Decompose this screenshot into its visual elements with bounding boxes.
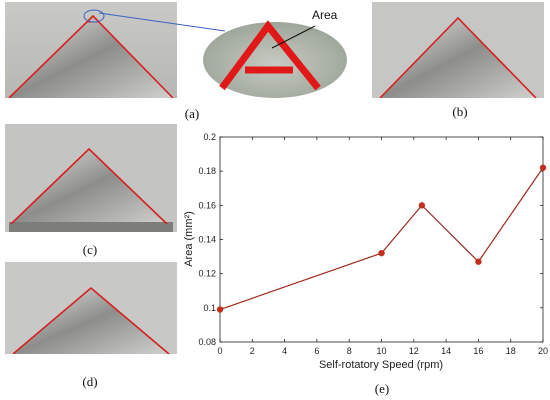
photo-panel-b	[372, 2, 544, 98]
plot-frame	[219, 136, 544, 343]
data-point	[418, 202, 426, 209]
y-tick-label: 0.08	[198, 337, 216, 347]
x-tick-label: 10	[376, 346, 386, 356]
x-tick-label: 16	[473, 346, 483, 356]
x-tick-label: 0	[217, 346, 222, 356]
cone-image-a	[5, 2, 177, 98]
x-axis-label: Self-rotatory Speed (rpm)	[319, 359, 443, 371]
zoom-inset	[200, 8, 350, 98]
panel-label-e: (e)	[374, 381, 390, 396]
cone-image-c	[5, 124, 177, 232]
chart-axes: 0 2 4 6 8 10 12 14 16 18 20 0.08 0.1 0.12 0.14 0.16 0.18…	[198, 132, 548, 356]
x-tick-label: 18	[506, 346, 516, 356]
series-line	[219, 167, 544, 311]
x-tick-label: 14	[441, 346, 451, 356]
cone-image-d	[5, 262, 177, 354]
area-vs-speed-chart: 0 2 4 6 8 10 12 14 16 18 20 0.08 0.1 0.12 0.14 0.16 0.18…	[183, 132, 548, 371]
y-axis-label: Area (mm²)	[183, 211, 195, 267]
y-tick-label: 0.16	[198, 200, 216, 210]
y-tick-label: 0.2	[203, 132, 216, 142]
panel-label-b: (b)	[452, 104, 468, 119]
y-tick-label: 0.18	[198, 166, 216, 176]
x-tick-label: 4	[282, 346, 287, 356]
cone-image-b	[372, 2, 544, 98]
data-point	[475, 258, 482, 265]
data-point	[216, 306, 224, 313]
data-point	[539, 164, 547, 171]
chart-series	[216, 164, 547, 313]
area-annotation-label: Area	[312, 8, 338, 22]
x-tick-label: 6	[314, 346, 319, 356]
panel-label-c: (c)	[82, 242, 98, 257]
data-point	[378, 249, 385, 257]
panel-label-d: (d)	[82, 374, 98, 389]
photo-panel-d	[5, 262, 177, 354]
x-tick-label: 20	[538, 346, 548, 356]
photo-panel-c	[5, 124, 177, 232]
x-tick-label: 2	[250, 346, 255, 356]
panel-label-a: (a)	[184, 106, 200, 121]
photo-panel-a	[5, 2, 177, 98]
x-tick-label: 12	[409, 346, 419, 356]
y-tick-label: 0.12	[198, 269, 216, 279]
x-tick-label: 8	[347, 346, 352, 356]
y-tick-label: 0.14	[198, 235, 216, 245]
y-tick-label: 0.1	[203, 303, 216, 313]
